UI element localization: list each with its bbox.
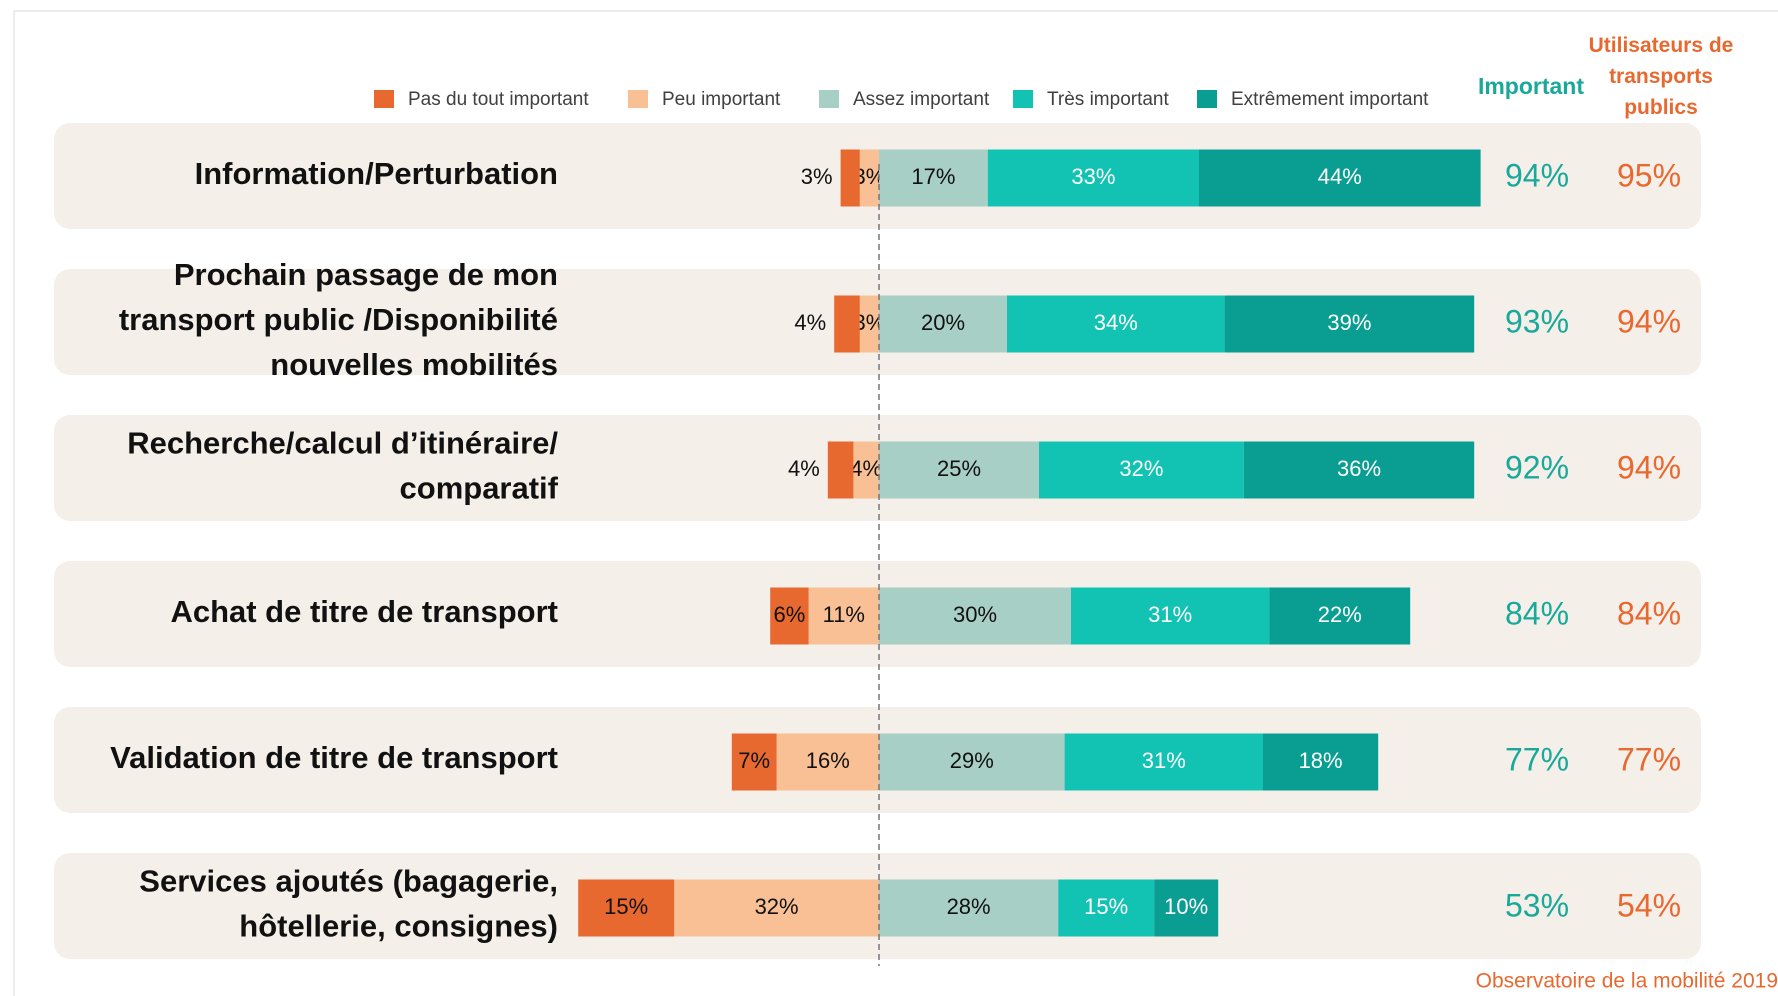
- bar-segment: [859, 295, 879, 353]
- legend-swatch: [374, 90, 394, 108]
- column-header: Utilisateurs de transports publics: [1589, 34, 1734, 119]
- segment-label: 36%: [1337, 456, 1381, 481]
- segment-label: 7%: [738, 748, 770, 773]
- bar-segment: [1199, 149, 1481, 207]
- legend-swatch: [628, 90, 648, 108]
- category-label: Prochain passage de mon transport public …: [119, 257, 558, 382]
- source: Observatoire de la mobilité 2019: [1476, 970, 1778, 993]
- bar-segment: [879, 879, 1059, 937]
- segment-label: 4%: [788, 456, 820, 481]
- segment-label: 34%: [1094, 310, 1138, 335]
- segment-label: 39%: [1327, 310, 1371, 335]
- bar-segment: [859, 149, 879, 207]
- column-value: 54%: [1617, 887, 1681, 923]
- frame: [13, 10, 1778, 996]
- column-header: Important: [1478, 73, 1584, 99]
- bar-segment: [1058, 879, 1155, 937]
- segment-label: 22%: [1318, 602, 1362, 627]
- segment-label: 28%: [947, 894, 991, 919]
- bar-segment: [1263, 733, 1379, 791]
- bar-segment: [827, 441, 854, 499]
- category-label: Services ajoutés (bagagerie, hôtellerie, …: [139, 864, 558, 944]
- segment-label: 10%: [1164, 894, 1208, 919]
- bar-segment: [879, 441, 1039, 499]
- category-label: Validation de titre de transport: [110, 740, 558, 775]
- bar-segment: [1071, 587, 1270, 645]
- column-value: 94%: [1617, 303, 1681, 339]
- legend-swatch: [1013, 90, 1033, 108]
- bar-segment: [808, 587, 879, 645]
- bar-segment: [578, 879, 675, 937]
- column-value: 94%: [1505, 157, 1569, 193]
- bar-segment: [853, 441, 879, 499]
- bar-segment: [1039, 441, 1244, 499]
- column-value: 84%: [1617, 595, 1681, 631]
- legend-label: Peu important: [662, 89, 781, 110]
- category-label: Information/Perturbation: [195, 156, 558, 191]
- bar-segment: [879, 733, 1065, 791]
- bar-segment: [1154, 879, 1219, 937]
- column-value: 93%: [1505, 303, 1569, 339]
- column-value: 92%: [1505, 449, 1569, 485]
- segment-label: 44%: [1318, 164, 1362, 189]
- segment-label: 32%: [1119, 456, 1163, 481]
- segment-label: 33%: [1071, 164, 1115, 189]
- segment-label: 31%: [1148, 602, 1192, 627]
- bar-segment: [1224, 295, 1475, 353]
- bar-segment: [1243, 441, 1475, 499]
- segment-label: 30%: [953, 602, 997, 627]
- bar-segment: [834, 295, 860, 353]
- column-value: 84%: [1505, 595, 1569, 631]
- bar-segment: [1064, 733, 1263, 791]
- column-value: 77%: [1505, 741, 1569, 777]
- segment-label: 6%: [774, 602, 806, 627]
- category-label: Achat de titre de transport: [170, 594, 558, 629]
- bar-segment: [879, 587, 1071, 645]
- segment-label: 31%: [1142, 748, 1186, 773]
- segment-label: 20%: [921, 310, 965, 335]
- bar-segment: [1269, 587, 1411, 645]
- bar-segment: [731, 733, 777, 791]
- bar-segment: [879, 149, 988, 207]
- legend-label: Pas du tout important: [408, 89, 589, 110]
- bar-segment: [840, 149, 860, 207]
- category-label: Recherche/calcul d’itinéraire/comparatif: [127, 426, 558, 506]
- segment-label: 15%: [1084, 894, 1128, 919]
- bar-segment: [879, 295, 1007, 353]
- segment-label: 15%: [604, 894, 648, 919]
- column-value: 95%: [1617, 157, 1681, 193]
- bar-segment: [987, 149, 1199, 207]
- segment-label: 11%: [823, 602, 865, 627]
- segment-label: 4%: [850, 456, 882, 481]
- segment-label: 4%: [794, 310, 826, 335]
- column-value: 53%: [1505, 887, 1569, 923]
- legend-label: Extrêmement important: [1231, 89, 1429, 110]
- segment-label: 16%: [806, 748, 850, 773]
- segment-label: 29%: [950, 748, 994, 773]
- legend-swatch: [819, 90, 839, 108]
- segment-label: 18%: [1299, 748, 1343, 773]
- column-value: 77%: [1617, 741, 1681, 777]
- segment-label: 32%: [755, 894, 799, 919]
- bar-segment: [674, 879, 879, 937]
- column-value: 94%: [1617, 449, 1681, 485]
- segment-label: 17%: [911, 164, 955, 189]
- bar-segment: [1007, 295, 1225, 353]
- segment-label: 25%: [937, 456, 981, 481]
- legend-swatch: [1197, 90, 1217, 108]
- legend-label: Assez important: [853, 89, 990, 110]
- bar-segment: [770, 587, 809, 645]
- bar-segment: [776, 733, 879, 791]
- legend-label: Très important: [1047, 89, 1169, 110]
- segment-label: 3%: [801, 164, 833, 189]
